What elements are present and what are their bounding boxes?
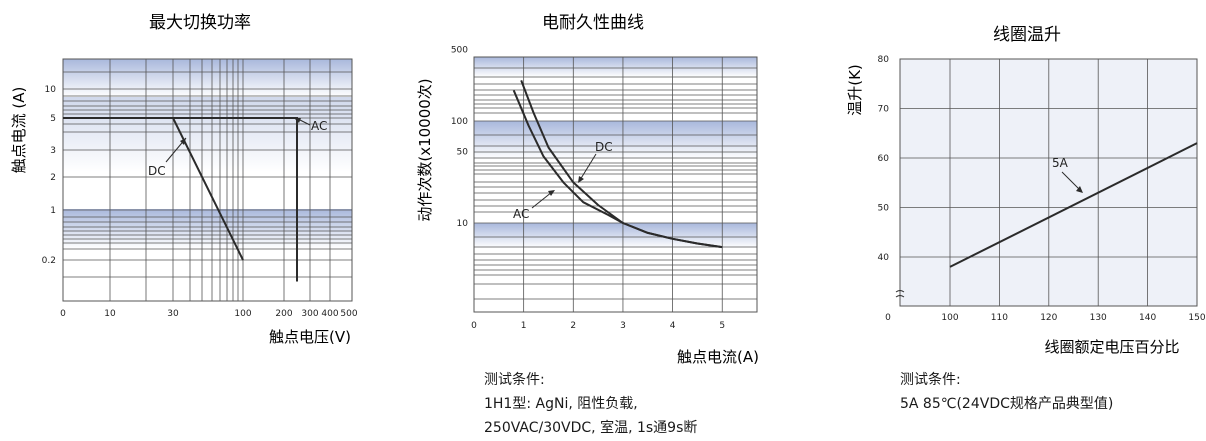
chart-2-note-2: 1H1型: AgNi, 阻性负载, — [484, 396, 638, 412]
chart-3-x-tick: 100 — [941, 313, 958, 323]
chart-2-xlabel: 触点电流(A) — [677, 348, 759, 366]
chart-3-y-tick: 60 — [878, 154, 890, 164]
chart-1-x-tick: 400 — [321, 309, 338, 319]
chart-2-svg: 电耐久性曲线 触点电流(A) 动作次数(x10000次) 0 1 2 3 4 5 500 10… — [416, 13, 759, 366]
series-label-5a: 5A — [1052, 156, 1069, 170]
chart-2-x-tick: 5 — [719, 321, 725, 331]
chart-3-svg: 线圈温升 线圈额定电压百分比 温升(K) 0 100 110 120 130 140 150… — [846, 25, 1206, 356]
chart-1-y-tick: 10 — [45, 85, 57, 95]
chart-2-y-tick: 500 — [451, 46, 468, 56]
band — [63, 59, 352, 97]
chart-3-note-1: 测试条件: — [900, 372, 961, 388]
chart-3-y-tick: 70 — [878, 105, 890, 115]
chart-1-ylabel: 触点电流 (A) — [10, 87, 28, 174]
chart-3-x-tick: 150 — [1188, 313, 1205, 323]
chart-3-x-tick: 0 — [885, 313, 891, 323]
chart-2-title: 电耐久性曲线 — [542, 13, 644, 33]
chart-2-y-tick: 100 — [451, 117, 468, 127]
chart-2-note-1: 测试条件: — [484, 372, 545, 388]
chart-3-x-tick: 120 — [1040, 313, 1057, 323]
chart-3-title: 线圈温升 — [993, 25, 1061, 45]
chart-1-x-tick: 10 — [104, 309, 116, 319]
leader-dc — [579, 153, 597, 181]
arrow-dc — [578, 176, 584, 183]
series-label-dc: DC — [595, 140, 613, 154]
chart-1-x-tick: 0 — [60, 309, 66, 319]
chart-3-note-2: 5A 85℃(24VDC规格产品典型值) — [900, 396, 1114, 412]
chart-3-y-tick: 80 — [878, 55, 890, 65]
chart-2-y-tick: 50 — [457, 148, 469, 158]
band — [63, 97, 352, 172]
band — [474, 57, 757, 77]
band — [474, 223, 757, 248]
arrow-dc — [180, 138, 186, 145]
chart-1-y-tick: 2 — [50, 173, 56, 183]
chart-1-title: 最大切换功率 — [149, 13, 251, 33]
chart-coil-temperature-rise: 线圈温升 线圈额定电压百分比 温升(K) 0 100 110 120 130 140 150… — [800, 0, 1206, 441]
chart-3-x-tick: 110 — [991, 313, 1008, 323]
chart-2-x-tick: 1 — [521, 321, 527, 331]
chart-1-svg: 最大切换功率 触点电压(V) 触点电流 (A) 0 10 30 100 200 300 40… — [10, 13, 358, 346]
axis-break-mark — [895, 290, 905, 298]
leader-ac — [531, 191, 553, 209]
chart-1-x-tick: 300 — [301, 309, 318, 319]
series-line-ac — [512, 89, 723, 249]
chart-2-note-3: 250VAC/30VDC, 室温, 1s通9s断 — [484, 420, 698, 436]
chart-1-y-tick: 0.2 — [42, 256, 56, 266]
chart-2-x-tick: 4 — [670, 321, 676, 331]
leader-5a — [1061, 171, 1081, 191]
chart-1-y-tick: 5 — [50, 114, 56, 124]
chart-1-x-tick: 100 — [234, 309, 251, 319]
chart-3-xlabel: 线圈额定电压百分比 — [1044, 338, 1179, 356]
chart-1-x-tick: 30 — [167, 309, 179, 319]
chart-3-y-tick: 40 — [878, 253, 890, 263]
chart-3-ylabel: 温升(K) — [846, 64, 864, 116]
chart-1-x-tick: 200 — [275, 309, 292, 319]
chart-max-switching-power: 最大切换功率 触点电压(V) 触点电流 (A) 0 10 30 100 200 300 40… — [0, 0, 380, 441]
chart-2-x-tick: 3 — [620, 321, 626, 331]
chart-3-x-tick: 140 — [1139, 313, 1156, 323]
series-line-5a — [949, 142, 1198, 268]
chart-2-x-tick: 2 — [570, 321, 576, 331]
arrow-ac — [548, 190, 555, 196]
chart-1-y-tick: 3 — [50, 146, 56, 156]
chart-2-y-tick: 10 — [457, 219, 469, 229]
band — [63, 209, 352, 249]
chart-2-x-tick: 0 — [471, 321, 477, 331]
chart-2-ylabel: 动作次数(x10000次) — [416, 78, 434, 221]
series-label-dc: DC — [148, 164, 166, 178]
plot-frame — [473, 56, 758, 313]
series-label-ac: AC — [513, 207, 529, 221]
chart-1-y-tick: 1 — [50, 206, 56, 216]
chart-1-x-tick: 500 — [340, 309, 357, 319]
band — [474, 121, 757, 159]
series-label-ac: AC — [311, 119, 327, 133]
chart-3-y-tick: 50 — [878, 204, 890, 214]
arrow-ac — [294, 118, 301, 123]
chart-3-x-tick: 130 — [1090, 313, 1107, 323]
chart-1-xlabel: 触点电压(V) — [269, 328, 351, 346]
chart-electrical-endurance: 电耐久性曲线 触点电流(A) 动作次数(x10000次) 0 1 2 3 4 5 500 10… — [400, 0, 790, 441]
arrow-5a — [1076, 186, 1083, 193]
